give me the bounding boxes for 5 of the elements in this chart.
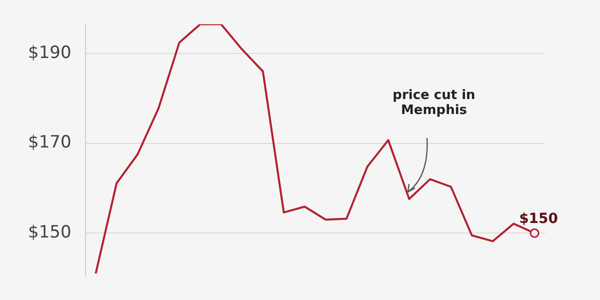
y-tick-label: $170 xyxy=(28,132,72,153)
data-label: $150 xyxy=(519,211,558,228)
y-tick-label: $150 xyxy=(28,222,72,243)
annotation: price cut in Memphis xyxy=(392,88,476,118)
y-tick-label: $190 xyxy=(28,42,72,63)
